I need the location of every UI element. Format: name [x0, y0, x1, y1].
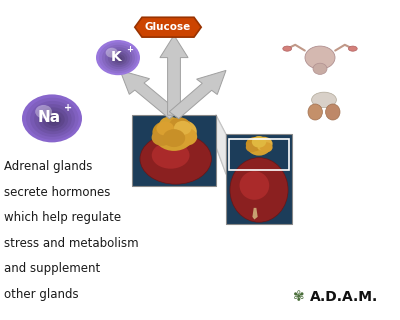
Circle shape [260, 142, 272, 152]
Circle shape [30, 101, 75, 137]
Circle shape [163, 129, 185, 147]
Ellipse shape [326, 104, 340, 120]
Polygon shape [160, 35, 188, 115]
Text: other glands: other glands [4, 288, 79, 301]
Polygon shape [252, 208, 258, 220]
Ellipse shape [308, 104, 322, 120]
Text: Glucose: Glucose [145, 21, 191, 32]
Circle shape [247, 136, 271, 156]
Circle shape [46, 114, 61, 126]
Circle shape [102, 45, 135, 71]
Circle shape [152, 129, 172, 146]
Text: Adrenal glands: Adrenal glands [4, 160, 92, 173]
Ellipse shape [240, 171, 269, 200]
Circle shape [34, 104, 72, 134]
Circle shape [246, 142, 258, 152]
Circle shape [161, 118, 187, 138]
Polygon shape [135, 17, 201, 37]
Circle shape [152, 121, 181, 144]
Text: ✾: ✾ [293, 290, 304, 304]
Text: stress and metabolism: stress and metabolism [4, 237, 139, 250]
Circle shape [255, 137, 273, 151]
Ellipse shape [230, 158, 288, 222]
Text: A.D.A.M.: A.D.A.M. [310, 290, 378, 304]
Circle shape [156, 122, 174, 136]
Circle shape [26, 98, 78, 140]
Circle shape [174, 121, 192, 135]
Circle shape [154, 119, 194, 151]
Circle shape [50, 117, 58, 123]
Text: Na: Na [37, 110, 60, 124]
Circle shape [169, 117, 190, 135]
Text: which help regulate: which help regulate [4, 211, 121, 224]
Polygon shape [120, 70, 179, 119]
Text: and supplement: and supplement [4, 262, 100, 276]
Circle shape [114, 54, 125, 63]
Circle shape [252, 136, 266, 148]
Polygon shape [169, 70, 226, 119]
Circle shape [38, 108, 68, 131]
Circle shape [246, 137, 263, 151]
Ellipse shape [312, 92, 336, 108]
Text: +: + [64, 103, 72, 113]
Text: +: + [126, 45, 133, 54]
Circle shape [106, 48, 118, 58]
Circle shape [175, 128, 197, 146]
Ellipse shape [313, 63, 327, 74]
Circle shape [105, 47, 132, 69]
Polygon shape [226, 134, 292, 224]
Ellipse shape [140, 133, 211, 184]
Ellipse shape [305, 46, 335, 69]
Circle shape [42, 111, 65, 129]
Circle shape [111, 52, 127, 65]
Circle shape [167, 120, 197, 144]
Ellipse shape [348, 46, 357, 51]
Text: secrete hormones: secrete hormones [4, 186, 110, 199]
Polygon shape [132, 115, 216, 186]
Circle shape [35, 105, 52, 118]
Circle shape [108, 50, 130, 67]
Circle shape [22, 94, 82, 142]
Text: K: K [111, 50, 121, 64]
Circle shape [96, 40, 140, 75]
Circle shape [159, 117, 179, 133]
Circle shape [99, 42, 138, 73]
Circle shape [117, 57, 122, 61]
Ellipse shape [283, 46, 292, 51]
Ellipse shape [152, 142, 190, 169]
Polygon shape [216, 115, 226, 174]
